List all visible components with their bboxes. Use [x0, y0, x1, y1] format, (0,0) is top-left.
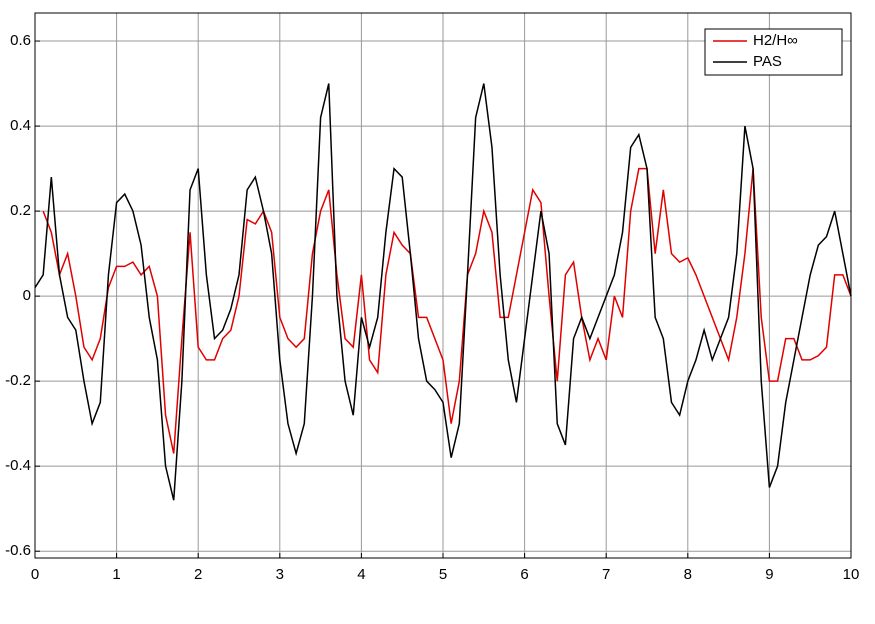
y-tick-label: 0.4 — [10, 117, 31, 134]
y-tick-label: 0.6 — [10, 32, 31, 49]
x-tick-label: 3 — [276, 566, 284, 583]
x-tick-label: 9 — [765, 566, 773, 583]
x-tick-label: 0 — [31, 566, 39, 583]
legend-box — [704, 28, 843, 76]
y-tick-label: 0.2 — [10, 202, 31, 219]
x-tick-label: 1 — [112, 566, 120, 583]
legend-label: H2/H∞ — [753, 32, 798, 49]
y-tick-label: -0.2 — [5, 372, 31, 389]
x-tick-label: 8 — [684, 566, 692, 583]
legend-label: PAS — [753, 53, 782, 70]
x-tick-label: 2 — [194, 566, 202, 583]
y-tick-label: -0.6 — [5, 542, 31, 559]
x-tick-label: 4 — [357, 566, 365, 583]
x-tick-label: 7 — [602, 566, 610, 583]
series-line — [42, 167, 852, 454]
x-tick-label: 5 — [439, 566, 447, 583]
series-line — [34, 83, 852, 501]
x-tick-label: 6 — [520, 566, 528, 583]
plot-frame — [34, 12, 852, 559]
x-tick-label: 10 — [843, 566, 860, 583]
y-tick-label: -0.4 — [5, 457, 31, 474]
y-tick-label: 0 — [23, 287, 31, 304]
